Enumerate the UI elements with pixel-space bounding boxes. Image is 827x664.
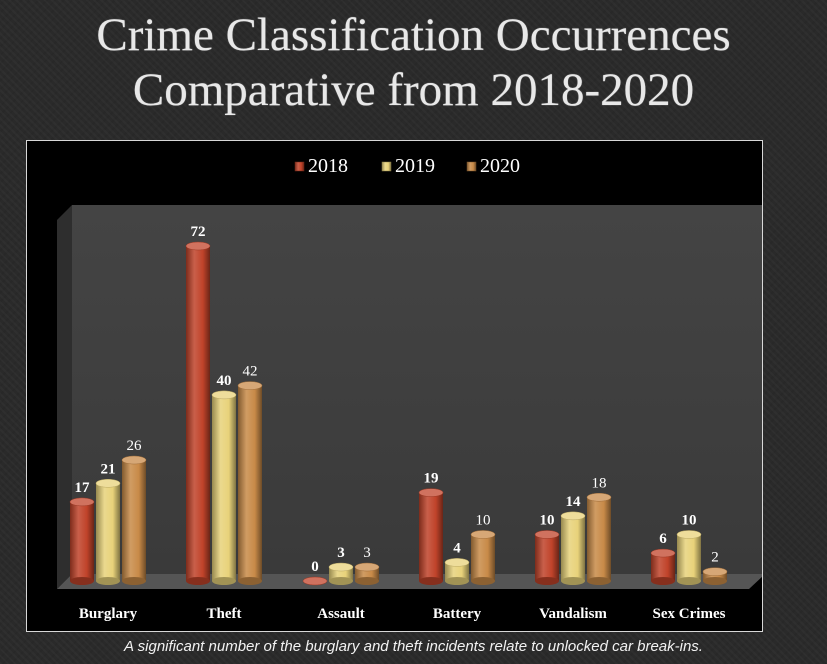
bar-assault-2020	[354, 562, 380, 585]
chart-caption: A significant number of the burglary and…	[124, 638, 703, 655]
bar-battery-2020	[470, 530, 496, 585]
bar-sex-crimes-2019	[676, 530, 702, 585]
data-label-theft-2020: 42	[243, 364, 258, 380]
title-line-1: Crime Classification Occurrences	[96, 9, 731, 61]
bar-vandalism-2019	[560, 511, 586, 585]
category-label-assault: Assault	[317, 606, 365, 622]
bar-theft-2019	[211, 390, 237, 585]
category-label-battery: Battery	[433, 606, 482, 622]
data-label-vandalism-2019: 14	[566, 494, 582, 510]
bar-theft-2020	[237, 381, 263, 585]
data-label-sex-crimes-2019: 10	[682, 512, 697, 528]
legend-swatch-2019	[381, 161, 392, 172]
chart-side-wall	[57, 205, 72, 589]
legend-label-2018: 2018	[308, 155, 348, 177]
bar-vandalism-2018	[534, 530, 560, 585]
data-label-battery-2018: 19	[424, 471, 439, 487]
data-label-assault-2020: 3	[363, 545, 371, 561]
legend-swatch-2018	[294, 161, 305, 172]
data-label-battery-2020: 10	[476, 512, 491, 528]
bar-sex-crimes-2018	[650, 548, 676, 585]
bar-burglary-2018	[69, 497, 95, 585]
chart-back-wall	[72, 205, 765, 574]
bar-battery-2018	[418, 488, 444, 585]
bar-assault-2018	[302, 576, 328, 586]
data-label-theft-2019: 40	[217, 373, 232, 389]
bar-burglary-2020	[121, 455, 147, 585]
chart-title: Crime Classification Occurrences Compara…	[0, 8, 827, 118]
title-line-2: Comparative from 2018-2020	[132, 64, 695, 116]
data-label-assault-2019: 3	[337, 545, 345, 561]
data-label-sex-crimes-2018: 6	[659, 531, 667, 547]
data-label-theft-2018: 72	[191, 224, 206, 240]
legend-label-2020: 2020	[480, 155, 520, 177]
legend: 2018 2019 2020	[294, 155, 520, 177]
category-label-sex-crimes: Sex Crimes	[653, 606, 726, 622]
bar-sex-crimes-2020	[702, 567, 728, 585]
legend-label-2019: 2019	[395, 155, 435, 177]
data-label-assault-2018: 0	[311, 559, 319, 575]
bar-vandalism-2020	[586, 493, 612, 585]
data-label-vandalism-2020: 18	[592, 475, 607, 491]
bar-assault-2019	[328, 562, 354, 585]
data-label-vandalism-2018: 10	[540, 512, 555, 528]
bar-battery-2019	[444, 558, 470, 585]
bar-theft-2018	[185, 241, 211, 585]
category-label-theft: Theft	[207, 606, 242, 622]
data-label-burglary-2018: 17	[75, 480, 91, 496]
data-label-burglary-2020: 26	[127, 438, 143, 454]
legend-swatch-2020	[466, 161, 477, 172]
bar-burglary-2019	[95, 479, 121, 585]
category-label-burglary: Burglary	[79, 606, 138, 622]
category-label-vandalism: Vandalism	[539, 606, 607, 622]
data-label-burglary-2019: 21	[101, 461, 116, 477]
chart-frame: 2018 2019 2020 17 21 26 Burglary 72 40 42 Theft 0 3 3…	[26, 140, 765, 632]
data-label-sex-crimes-2020: 2	[711, 550, 719, 566]
data-label-battery-2019: 4	[453, 540, 461, 556]
